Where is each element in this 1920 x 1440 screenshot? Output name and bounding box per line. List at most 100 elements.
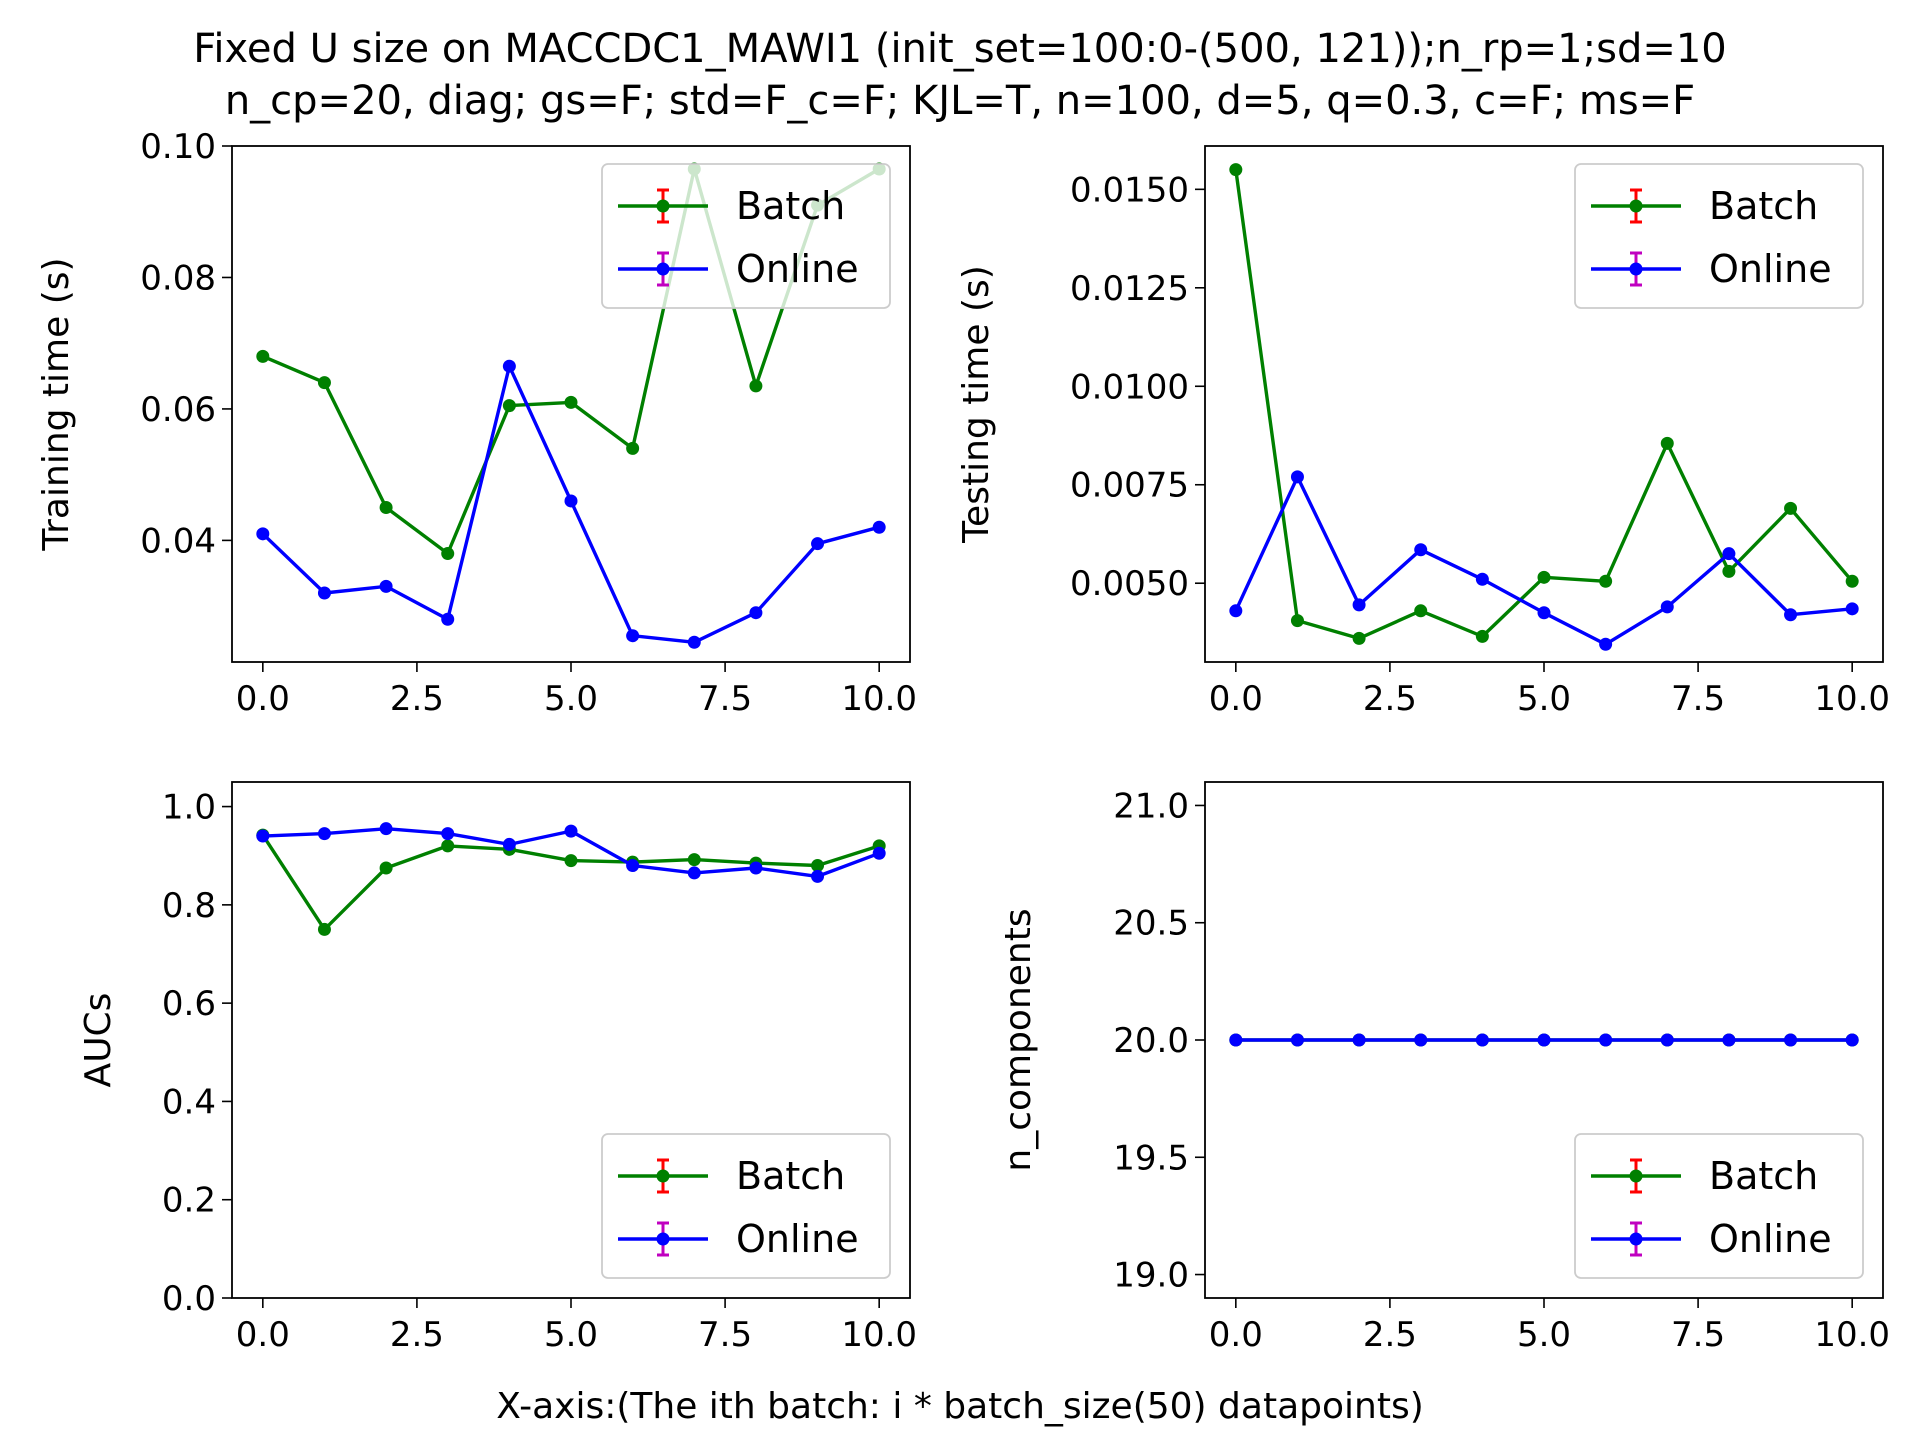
data-point-batch [1845,574,1859,588]
data-point-online [441,827,455,841]
x-tick-label: 7.5 [1671,679,1725,719]
data-point-online [256,527,270,541]
subplot-3: 0.0 2.5 5.0 7.5 10.0 0.0 0.2 0.4 0.6 0.8 1.0 AUCs Ba… [78,781,917,1355]
data-point-batch [564,395,578,409]
legend: Batch Online [601,163,891,309]
y-tick-label: 0.04 [140,521,216,561]
legend: Batch Online [601,1133,891,1279]
data-point-online [872,520,886,534]
y-axis-label: n_components [998,908,1039,1171]
data-point-online [1229,604,1243,618]
data-point-batch [317,922,331,936]
y-tick-label: 0.0075 [1070,466,1189,506]
data-point-online [1784,608,1798,622]
legend-label-online: Online [1709,1217,1832,1261]
data-point-online [564,824,578,838]
data-point-online [1660,600,1674,614]
y-tick-label: 0.2 [162,1181,216,1221]
data-point-online [1599,637,1613,651]
data-point-online [1414,1033,1428,1047]
figure-title-line1: Fixed U size on MACCDC1_MAWI1 (init_set=… [193,26,1727,72]
x-tick-label: 0.0 [1209,679,1263,719]
y-tick-label: 0.10 [140,127,216,167]
x-tick-label: 5.0 [544,679,598,719]
data-point-batch [1784,501,1798,515]
y-axis-label: Testing time (s) [956,265,997,544]
data-point-online [379,579,393,593]
axes-frame [231,781,911,1299]
data-point-batch [564,854,578,868]
legend-label-batch: Batch [736,184,845,228]
data-point-online [811,869,825,883]
x-tick-label: 0.0 [236,679,290,719]
x-tick-label: 5.0 [1517,1315,1571,1355]
data-point-online [1537,606,1551,620]
data-point-batch [1290,614,1304,628]
data-point-batch [441,839,455,853]
data-point-batch [626,441,640,455]
data-point-online [564,494,578,508]
x-tick-label: 0.0 [1209,1315,1263,1355]
data-point-batch [1229,163,1243,177]
y-axis-label: AUCs [78,993,119,1088]
y-tick-label: 1.0 [162,788,216,828]
data-point-online [1845,602,1859,616]
data-point-online [1290,470,1304,484]
legend: Batch Online [1574,163,1864,309]
series-line-batch [261,834,880,932]
data-point-online [1229,1033,1243,1047]
axes-frame [231,145,911,663]
legend-marker-online [656,1232,670,1246]
data-point-online [687,866,701,880]
data-point-online [317,586,331,600]
y-tick-label: 0.8 [162,886,216,926]
legend-marker-batch [656,199,670,213]
data-point-batch [1599,574,1613,588]
figure-title-line2: n_cp=20, diag; gs=F; std=F_c=F; KJL=T, n… [225,78,1695,124]
data-point-online [256,829,270,843]
y-tick-label: 21.0 [1113,786,1189,826]
x-tick-label: 2.5 [390,1315,444,1355]
data-point-online [379,822,393,836]
axes-frame [1204,145,1884,663]
y-tick-label: 0.0050 [1070,564,1189,604]
data-point-online [626,629,640,643]
data-point-online [1352,598,1366,612]
legend-label-online: Online [736,247,859,291]
data-point-online [1784,1033,1798,1047]
data-point-online [626,859,640,873]
data-point-online [1475,572,1489,586]
legend-marker-online [656,262,670,276]
x-tick-label: 2.5 [1363,679,1417,719]
legend-marker-batch [1629,199,1643,213]
legend-box [1574,163,1864,309]
y-tick-label: 0.0 [162,1279,216,1319]
data-point-online [811,537,825,551]
data-point-online [1599,1033,1613,1047]
legend-marker-batch [656,1169,670,1183]
legend-marker-online [1629,262,1643,276]
data-point-online [1352,1033,1366,1047]
data-point-online [502,359,516,373]
subplot-4: 0.0 2.5 5.0 7.5 10.0 19.0 19.5 20.0 20.5 21.0 n_co… [998,781,1890,1355]
figure-xlabel: X-axis:(The ith batch: i * batch_size(50… [496,1386,1424,1427]
data-point-online [1845,1033,1859,1047]
data-point-batch [379,861,393,875]
data-point-online [1722,547,1736,561]
data-point-online [1475,1033,1489,1047]
legend-label-batch: Batch [736,1154,845,1198]
x-tick-label: 0.0 [236,1315,290,1355]
data-point-online [1660,1033,1674,1047]
data-point-batch [687,853,701,867]
data-point-batch [256,349,270,363]
legend-label-online: Online [1709,247,1832,291]
data-point-batch [317,376,331,390]
y-tick-label: 0.4 [162,1082,216,1122]
legend: Batch Online [1574,1133,1864,1279]
data-point-batch [502,399,516,413]
y-tick-label: 0.6 [162,984,216,1024]
data-point-batch [1722,564,1736,578]
y-tick-label: 0.06 [140,390,216,430]
y-tick-label: 19.5 [1113,1138,1189,1178]
